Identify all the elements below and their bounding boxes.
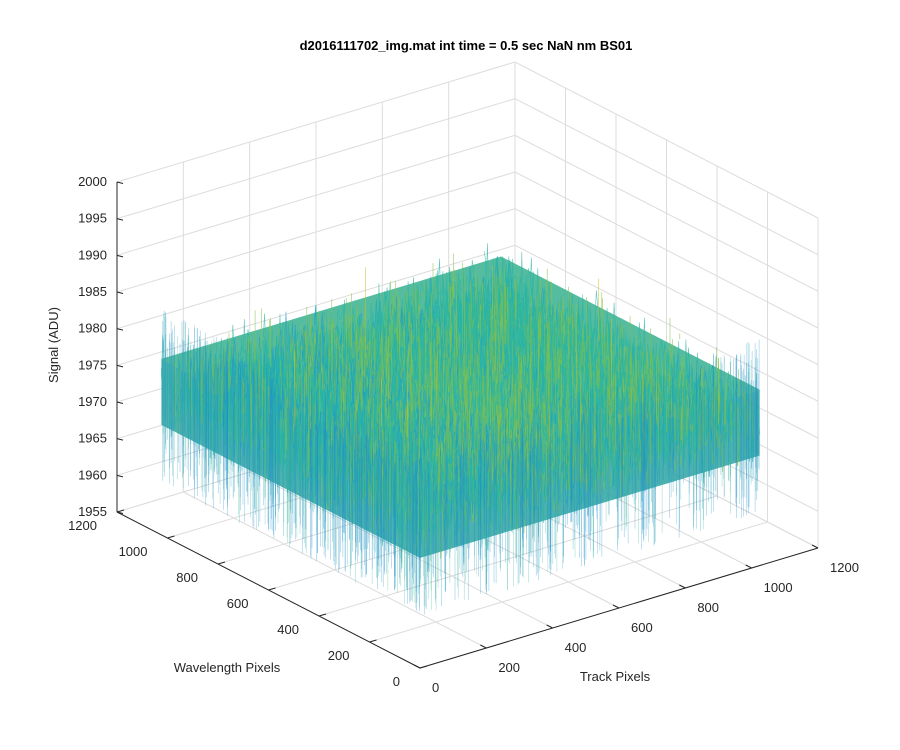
grid-line bbox=[116, 98, 819, 256]
z-tick bbox=[116, 218, 124, 221]
x-tick bbox=[546, 624, 553, 629]
x-tick-label: 800 bbox=[697, 600, 719, 615]
z-tick-label: 1995 bbox=[78, 211, 107, 226]
y-tick bbox=[268, 587, 276, 591]
y-tick bbox=[419, 665, 428, 669]
z-tick bbox=[116, 328, 124, 331]
x-tick bbox=[413, 664, 421, 669]
z-tick-label: 1975 bbox=[78, 357, 107, 372]
x-tick-label: 200 bbox=[498, 660, 520, 675]
y-axis-label: Wavelength Pixels bbox=[174, 660, 281, 675]
x-tick-label: 400 bbox=[565, 640, 587, 655]
y-tick bbox=[369, 639, 377, 643]
z-tick bbox=[116, 181, 124, 184]
y-tick bbox=[217, 561, 226, 565]
y-tick-label: 800 bbox=[176, 570, 198, 585]
x-tick-label: 600 bbox=[631, 620, 653, 635]
z-tick bbox=[116, 364, 124, 368]
x-tick bbox=[480, 644, 487, 649]
z-tick bbox=[116, 291, 124, 294]
grid-line bbox=[116, 134, 819, 292]
y-tick-label: 400 bbox=[277, 622, 299, 637]
z-tick-label: 1970 bbox=[78, 394, 107, 409]
z-tick-label: 1980 bbox=[78, 321, 107, 336]
z-tick-label: 2000 bbox=[78, 174, 107, 189]
z-tick bbox=[116, 511, 124, 514]
z-tick-label: 1955 bbox=[78, 504, 107, 519]
y-tick-label: 600 bbox=[227, 596, 249, 611]
x-tick bbox=[745, 564, 752, 569]
grid-line bbox=[116, 171, 819, 329]
z-tick-label: 1960 bbox=[78, 467, 107, 482]
surface-mesh-line bbox=[449, 267, 709, 479]
grid-line bbox=[116, 61, 819, 219]
y-tick-label: 1200 bbox=[68, 518, 97, 533]
x-tick bbox=[612, 604, 620, 609]
z-tick-label: 1990 bbox=[78, 247, 107, 262]
grid-line bbox=[369, 521, 768, 643]
z-tick bbox=[116, 438, 124, 441]
z-tick-label: 1985 bbox=[78, 284, 107, 299]
grid-line bbox=[116, 208, 819, 366]
y-tick-label: 0 bbox=[393, 674, 400, 689]
surface-mesh-line bbox=[475, 277, 735, 450]
chart-title: d2016111702_img.mat int time = 0.5 sec N… bbox=[300, 38, 633, 53]
surface-mesh-line bbox=[167, 256, 508, 422]
x-tick-label: 1000 bbox=[764, 580, 793, 595]
y-tick bbox=[167, 535, 175, 539]
axes-ticks: 1955196019651970197519801985199019952000… bbox=[68, 174, 859, 695]
y-tick-label: 1000 bbox=[119, 544, 148, 559]
x-axis-label: Track Pixels bbox=[580, 669, 651, 684]
x-tick bbox=[679, 584, 686, 589]
y-tick bbox=[116, 509, 125, 513]
x-tick bbox=[811, 544, 819, 549]
y-tick-label: 200 bbox=[328, 648, 350, 663]
x-tick-label: 1200 bbox=[830, 560, 859, 575]
y-tick bbox=[318, 613, 327, 617]
z-axis-label: Signal (ADU) bbox=[46, 307, 61, 383]
x-tick-label: 0 bbox=[432, 680, 439, 695]
z-tick bbox=[116, 474, 124, 478]
z-tick bbox=[116, 401, 124, 404]
surface-plot bbox=[161, 243, 760, 615]
z-tick-label: 1965 bbox=[78, 431, 107, 446]
z-tick bbox=[116, 254, 124, 258]
